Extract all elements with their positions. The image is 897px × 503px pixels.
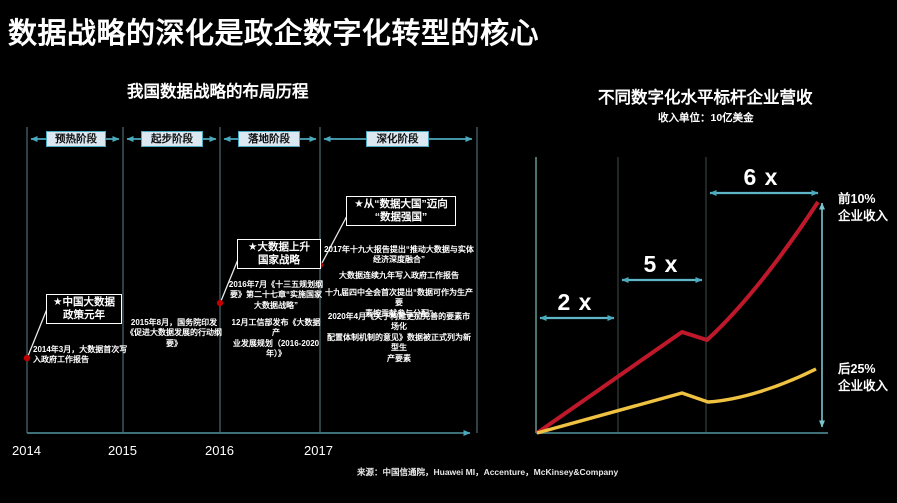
source-note: 来源：中国信通院，Huawei MI，Accenture，McKinsey&Co…	[357, 467, 619, 477]
slide-title: 数据战略的深化是政企数字化转型的核心	[8, 18, 540, 50]
milestone4-note4: 2020年4月《关于构建更加完善的要素市场化 配置体制机制的意见》数据被正式列为…	[327, 312, 471, 363]
multiplier-label-5x: 5 x	[643, 251, 679, 277]
milestone3-dot	[216, 299, 224, 307]
milestone4-connector	[321, 213, 349, 264]
milestone1-note: 2014年3月，大数据首次写 入政府工作报告	[33, 345, 128, 365]
milestone3-note2: 12月工信部发布《大数据产 业发展规划（2016-2020 年）》	[231, 318, 321, 359]
phase-box-warmup: 预热阶段	[46, 131, 106, 147]
milestone4-note1: 2017年十九大报告提出“推动大数据与实体 经济深度融合”	[324, 245, 474, 265]
timeline-title: 我国数据战略的布局历程	[127, 83, 309, 101]
bottom25-series-label: 后25% 企业收入	[838, 362, 889, 393]
phase-box-start: 起步阶段	[141, 131, 203, 147]
revenue-subtitle: 收入单位：10亿美金	[658, 112, 754, 124]
milestone4-note2: 大数据连续九年写入政府工作报告	[339, 271, 459, 280]
multiplier-label-6x: 6 x	[743, 164, 779, 190]
year-label-2017: 2017	[304, 443, 333, 458]
bottom25-revenue-line	[536, 367, 817, 435]
milestone3-note1: 2016年7月《十三五规划纲 要》第二十七章“实施国家 大数据战略”	[228, 280, 324, 310]
milestone4-note3: 十九届四中全会首次提出“数据可作为生产要 素按贡献参与分配”	[325, 288, 473, 318]
top10-series-label: 前10% 企业收入	[838, 192, 889, 223]
milestone1-dot	[23, 354, 31, 362]
milestone3-box: ★大数据上升 国家战略	[237, 239, 321, 270]
phase-box-deepening: 深化阶段	[366, 131, 429, 147]
phase-box-landing: 落地阶段	[238, 131, 300, 147]
milestone2-note: 2015年8月，国务院印发 《促进大数据发展的行动纲要》	[126, 318, 222, 348]
milestone1-box: ★中国大数据 政策元年	[46, 294, 122, 325]
year-label-2015: 2015	[108, 443, 137, 458]
milestone3-connector	[220, 256, 240, 302]
year-label-2014: 2014	[12, 443, 41, 458]
year-label-2016: 2016	[205, 443, 234, 458]
milestone4-box: ★从“数据大国”迈向 “数据强国”	[346, 196, 456, 227]
revenue-title: 不同数字化水平标杆企业营收	[598, 89, 813, 107]
multiplier-label-2x: 2 x	[557, 289, 593, 315]
milestone1-connector	[27, 308, 48, 357]
top10-revenue-line	[535, 200, 820, 435]
